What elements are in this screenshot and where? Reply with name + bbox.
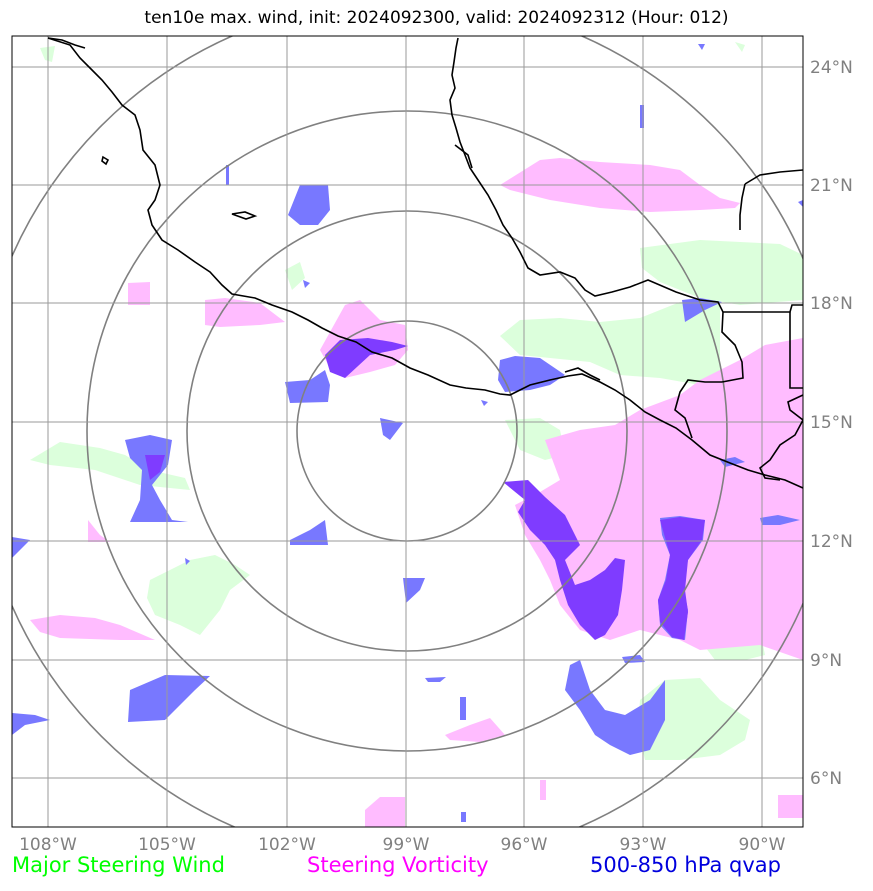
steering-vorticity-area <box>88 520 110 542</box>
longitude-label: 90°W <box>739 835 786 855</box>
graticule <box>12 36 803 827</box>
latitude-label: 15°N <box>810 413 853 433</box>
qvap-area <box>288 185 330 225</box>
overlap-area <box>503 480 625 640</box>
latitude-label: 18°N <box>810 294 853 314</box>
belize-border <box>789 312 803 389</box>
range-ring <box>86 110 728 752</box>
steering-vorticity-area <box>445 718 505 742</box>
coastlines <box>47 37 803 489</box>
qvap-area <box>622 655 645 663</box>
latitude-label: 21°N <box>810 176 853 196</box>
legend-qvap: 500-850 hPa qvap <box>590 853 781 877</box>
yucatan <box>723 304 803 313</box>
qvap-area <box>481 400 488 406</box>
honduras-border <box>758 394 803 481</box>
longitude-label: 108°W <box>19 835 77 855</box>
steering-wind-area <box>735 42 745 52</box>
latitude-label: 24°N <box>810 58 853 78</box>
qvap-area <box>290 520 328 545</box>
mexico-pacific-coast <box>47 37 803 489</box>
range-rings <box>12 36 803 827</box>
qvap-area <box>303 280 310 288</box>
longitude-label: 96°W <box>501 835 548 855</box>
longitude-label: 93°W <box>620 835 667 855</box>
steering-vorticity-area <box>365 797 405 827</box>
qvap-area <box>460 697 466 720</box>
steering-vorticity-area <box>205 298 285 327</box>
longitude-label: 105°W <box>138 835 196 855</box>
steering-wind-area <box>638 678 750 760</box>
island <box>101 155 110 166</box>
baja-peninsula <box>47 37 86 49</box>
qvap-area <box>125 435 188 522</box>
range-ring <box>186 210 628 652</box>
qvap-area <box>798 200 803 207</box>
overlap-area <box>325 338 408 378</box>
steering-wind-area <box>285 262 305 290</box>
qvap-area <box>698 44 705 50</box>
legend-steering-vorticity: Steering Vorticity <box>307 853 489 877</box>
qvap-area <box>461 812 466 822</box>
qvap-area <box>12 713 50 735</box>
map-frame <box>11 35 804 828</box>
steering-wind-area <box>147 555 250 635</box>
steering-vorticity-area <box>515 338 803 660</box>
map-title: ten10e max. wind, init: 2024092300, vali… <box>144 8 729 28</box>
steering-vorticity-area <box>30 615 155 640</box>
steering-vorticity-area <box>540 780 546 800</box>
qvap-area <box>425 677 446 682</box>
longitude-label: 99°W <box>383 835 430 855</box>
latitude-label: 9°N <box>810 651 842 671</box>
overlap-areas <box>145 338 705 640</box>
guatemala-border <box>674 379 722 439</box>
latitude-labels: 24°N 21°N 18°N 15°N 12°N 9°N 6°N <box>810 58 853 789</box>
latitude-label: 12°N <box>810 532 853 552</box>
island <box>231 211 258 220</box>
qvap-area <box>226 165 229 185</box>
overlap-area <box>145 455 165 480</box>
qvap-area <box>185 558 190 565</box>
longitude-labels: 108°W 105°W 102°W 99°W 96°W 93°W 90°W <box>19 835 786 855</box>
overlap-area <box>658 517 705 640</box>
veracruz-lagoon <box>454 144 473 169</box>
qvap-area <box>760 515 800 525</box>
yucatan-coast-east <box>744 169 803 185</box>
longitude-label: 102°W <box>258 835 316 855</box>
qvap-area <box>403 578 425 603</box>
tehuantepec-lagoon <box>564 367 601 381</box>
qvap-area <box>285 370 330 403</box>
steering-vorticity-area <box>128 282 150 305</box>
steering-wind-area <box>500 300 720 385</box>
qvap-area <box>128 675 210 722</box>
steering-wind-areas <box>30 42 803 760</box>
qvap-area <box>498 356 565 392</box>
overlap-area <box>598 598 620 604</box>
latitude-label: 6°N <box>810 769 842 789</box>
yucatan-coast-north <box>739 183 746 230</box>
qvap-area <box>682 298 722 322</box>
qvap-area <box>380 418 403 440</box>
legend-major-steering-wind: Major Steering Wind <box>12 853 225 877</box>
qvap-area <box>12 537 30 558</box>
qvap-area <box>565 660 665 755</box>
steering-vorticity-area <box>778 795 803 818</box>
gulf-coast <box>449 37 744 383</box>
